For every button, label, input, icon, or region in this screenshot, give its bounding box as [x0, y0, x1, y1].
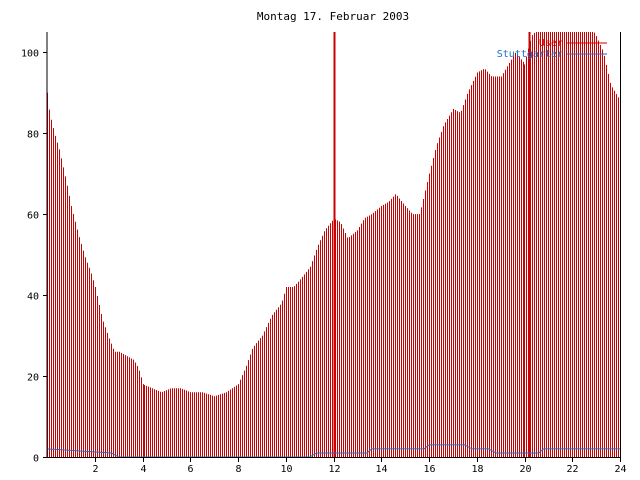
y-tick-label: 60 [27, 211, 39, 222]
x-tick-label: 16 [423, 464, 435, 475]
chart-title: Montag 17. Februar 2003 [257, 10, 409, 23]
x-tick-label: 8 [235, 464, 241, 475]
x-tick-label: 24 [614, 464, 626, 475]
user-series [47, 32, 621, 457]
x-tick-label: 22 [566, 464, 578, 475]
legend-label-stuttgarter: Stuttgarter [497, 49, 563, 60]
y-tick-label: 20 [27, 373, 39, 384]
x-tick-label: 10 [280, 464, 292, 475]
x-tick-label: 14 [375, 464, 387, 475]
x-tick-label: 20 [519, 464, 531, 475]
y-tick-label: 0 [33, 454, 39, 465]
x-tick-label: 2 [92, 464, 98, 475]
x-tick-label: 6 [187, 464, 193, 475]
y-tick-label: 40 [27, 292, 39, 303]
legend: User Stuttgarter [497, 38, 607, 60]
x-tick-label: 4 [140, 464, 146, 475]
x-tick-label: 18 [471, 464, 483, 475]
y-tick-label: 80 [27, 130, 39, 141]
y-tick-label: 100 [21, 49, 39, 60]
x-tick-label: 12 [328, 464, 340, 475]
legend-label-user: User [539, 38, 563, 49]
